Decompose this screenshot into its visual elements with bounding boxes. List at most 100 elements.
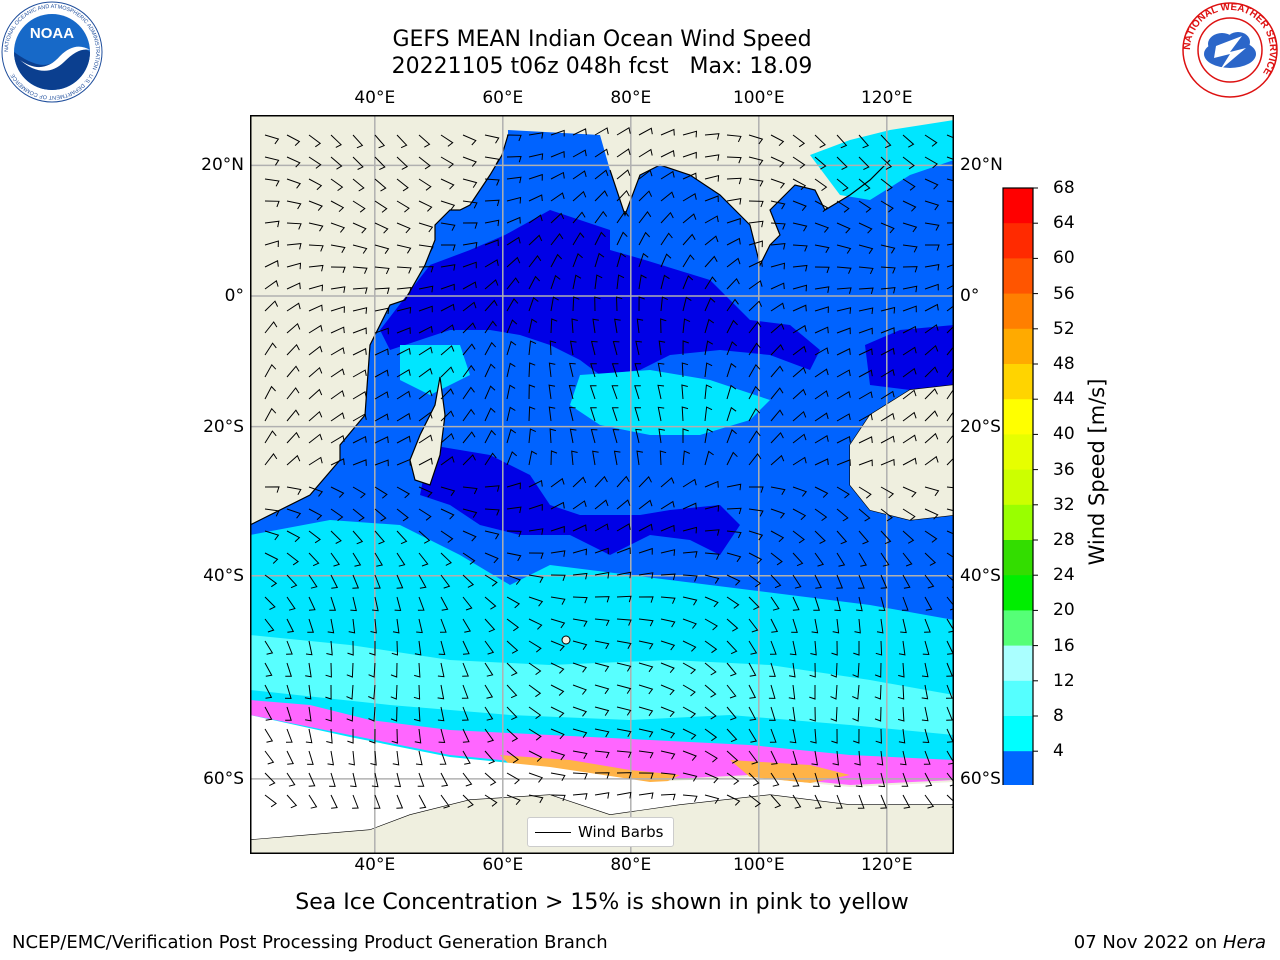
- wind-barb: [682, 574, 698, 582]
- wind-barb: [748, 300, 763, 312]
- wind-barb: [594, 210, 608, 224]
- wind-barb: [374, 486, 388, 499]
- wind-barb: [550, 129, 565, 137]
- wind-barb: [590, 340, 598, 356]
- moderate-zone: [570, 370, 770, 435]
- wind-barb: [484, 219, 500, 227]
- wind-barb: [590, 363, 597, 378]
- wind-barb: [748, 684, 757, 699]
- wind-barb: [305, 640, 313, 656]
- wind-barb: [770, 486, 786, 496]
- wind-barb: [704, 255, 718, 268]
- wind-barb: [748, 640, 758, 655]
- wind-barb: [616, 523, 631, 532]
- wind-barb: [769, 728, 777, 743]
- wind-barb: [946, 456, 954, 466]
- wind-barb: [901, 596, 909, 611]
- wind-barb: [924, 388, 938, 400]
- wind-barb: [946, 222, 954, 224]
- wind-barb: [264, 530, 280, 541]
- wind-barb: [374, 287, 390, 295]
- wind-barb: [836, 266, 852, 274]
- wind-barb: [770, 222, 786, 230]
- lon-tick-label-bot: 40°E: [354, 855, 396, 875]
- wind-barb: [462, 241, 478, 249]
- wind-barb: [350, 772, 357, 788]
- wind-barb: [572, 750, 588, 760]
- colorbar-segment: [1003, 610, 1033, 647]
- wind-barb: [572, 618, 588, 627]
- wind-barb: [326, 728, 333, 744]
- wind-barb: [264, 300, 279, 312]
- lon-tick-label-top: 60°E: [482, 88, 524, 108]
- wind-barb: [572, 706, 588, 717]
- wind-barb: [946, 263, 954, 268]
- wind-barb: [878, 596, 886, 612]
- wind-barb: [440, 388, 454, 400]
- wind-barb: [726, 574, 741, 586]
- wind-barb: [440, 530, 454, 543]
- wind-barb: [748, 321, 762, 334]
- wind-barb: [462, 728, 470, 743]
- wind-barb: [308, 178, 323, 191]
- wind-barb: [902, 486, 917, 498]
- wind-barb: [813, 772, 820, 787]
- wind-barb: [418, 411, 433, 422]
- wind-barb: [880, 156, 893, 170]
- wind-barb: [571, 318, 578, 334]
- wind-barb: [831, 728, 838, 744]
- wind-barb: [264, 178, 280, 187]
- wind-barb: [880, 794, 888, 809]
- wind-barb: [611, 363, 619, 378]
- wind-barb: [616, 127, 631, 136]
- wind-barb: [506, 256, 521, 268]
- wind-barb: [330, 347, 345, 356]
- wind-barb: [264, 321, 278, 334]
- wind-barb: [330, 390, 345, 400]
- wind-barb: [330, 244, 346, 254]
- wind-barb: [874, 684, 882, 700]
- wind-barb: [638, 252, 649, 268]
- wind-barb: [368, 706, 376, 722]
- wind-barb: [528, 173, 543, 181]
- wind-barb: [726, 507, 742, 515]
- wind-barb: [902, 325, 917, 334]
- wind-barb: [726, 384, 737, 400]
- wind-barb: [858, 574, 865, 589]
- wind-barb: [946, 706, 953, 721]
- wind-barb: [374, 156, 386, 171]
- wind-barb: [726, 156, 742, 164]
- wind-barb: [770, 178, 786, 189]
- wind-barb: [811, 618, 819, 634]
- wind-barb: [286, 574, 298, 589]
- wind-barb: [572, 772, 588, 780]
- wind-barb: [418, 156, 431, 170]
- colorbar-tick-label: 16: [1053, 635, 1075, 656]
- wind-barb: [814, 286, 830, 293]
- wind-barb: [572, 548, 588, 556]
- wind-barb: [748, 385, 761, 400]
- wind-barb: [858, 391, 873, 400]
- wind-barb: [832, 750, 839, 766]
- wind-barb: [418, 178, 432, 191]
- wind-barb: [748, 618, 759, 633]
- wind-barb: [660, 274, 670, 290]
- wind-barb: [748, 260, 763, 268]
- wind-barb: [572, 274, 582, 290]
- wind-barb: [660, 318, 667, 334]
- colorbar-tick-label: 44: [1053, 389, 1075, 410]
- wind-barb: [528, 234, 543, 246]
- wind-barb: [792, 178, 807, 191]
- wind-barb: [506, 728, 519, 742]
- colorbar-tick-label: 40: [1053, 424, 1075, 445]
- wind-barb: [704, 174, 720, 182]
- wind-barb: [726, 237, 741, 246]
- wind-barb: [874, 706, 882, 722]
- wind-barb: [924, 794, 935, 809]
- wind-barb: [814, 306, 829, 313]
- wind-barb: [611, 407, 619, 422]
- wind-barb: [264, 486, 280, 493]
- wind-barb: [440, 508, 455, 520]
- wind-barb: [484, 618, 496, 633]
- wind-barb: [484, 772, 497, 786]
